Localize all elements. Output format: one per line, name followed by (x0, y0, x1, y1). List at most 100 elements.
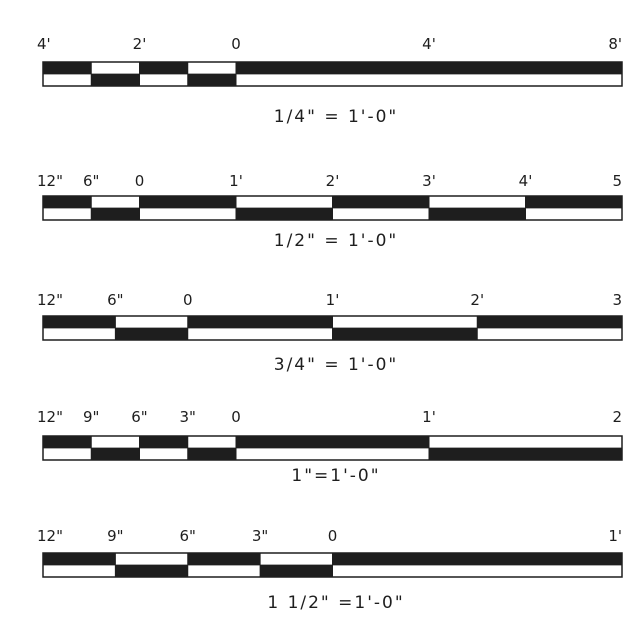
scale-tick-label: 0 (231, 408, 241, 426)
scale-segment-dark (43, 316, 116, 328)
scale-segment-light (187, 436, 236, 448)
scale-segment-dark (91, 448, 140, 460)
scale-caption: 3/4" = 1'-0" (274, 355, 399, 375)
scale-tick-label: 1' (608, 527, 622, 545)
scale-segment-dark (115, 328, 188, 340)
scale-segment-light (332, 316, 478, 328)
scale-caption: 1/2" = 1'-0" (274, 231, 399, 251)
scale-segment-dark (91, 208, 140, 220)
scale-segment-light (525, 208, 622, 220)
scale-segment-light (236, 74, 622, 86)
scale-tick-label: 1' (229, 172, 243, 190)
scale-tick-label: 5 (612, 172, 622, 190)
scale-segment-light (429, 196, 526, 208)
scale-tick-label: 4' (37, 35, 51, 53)
scale-tick-label: 2 (612, 408, 622, 426)
scale-caption: 1"=1'-0" (291, 466, 380, 486)
scale-segment-dark (139, 196, 236, 208)
scale-segment-light (43, 74, 92, 86)
scale-tick-label: 0 (183, 291, 193, 309)
scale-segment-light (236, 196, 333, 208)
scale-tick-label: 3" (180, 408, 196, 426)
scale-segment-light (236, 448, 429, 460)
scale-segment-dark (525, 196, 622, 208)
scale-segment-light (43, 208, 92, 220)
scale-tick-label: 12" (37, 408, 63, 426)
scale-segment-dark (236, 436, 429, 448)
scale-tick-label: 3" (252, 527, 268, 545)
scale-segment-dark (43, 436, 92, 448)
scale-segment-light (187, 62, 236, 74)
scale-segment-light (332, 565, 622, 577)
scale-tick-label: 6" (83, 172, 99, 190)
scale-segment-dark (91, 74, 140, 86)
scale-tick-label: 12" (37, 172, 63, 190)
scale-bar-group: 12" 9" 6" 3" 0 1' 1 1/2" =1'-0" (37, 527, 623, 613)
scale-segment-light (43, 328, 116, 340)
scale-segment-light (115, 553, 188, 565)
scale-segment-dark (236, 208, 333, 220)
scale-tick-label: 4' (519, 172, 533, 190)
scale-segment-light (91, 196, 140, 208)
scale-segment-dark (43, 62, 92, 74)
scale-segment-dark (187, 448, 236, 460)
scale-tick-label: 4' (422, 35, 436, 53)
scale-tick-label: 0 (231, 35, 241, 53)
scale-tick-label: 2' (470, 291, 484, 309)
scale-bar-group: 12" 9" 6" 3" 0 1' 2 1"=1'-0" (37, 408, 623, 486)
scale-bar-group: 4' 2' 0 4' 8' 1/4" = 1'-0" (37, 35, 623, 127)
scale-segment-dark (236, 62, 622, 74)
scale-segment-light (187, 565, 261, 577)
scale-tick-label: 3' (422, 172, 436, 190)
scale-tick-label: 9" (83, 408, 99, 426)
scale-segment-dark (139, 62, 188, 74)
scale-segment-light (260, 553, 333, 565)
scale-segment-light (139, 208, 236, 220)
scale-tick-label: 0 (328, 527, 338, 545)
scale-tick-label: 12" (37, 527, 63, 545)
scale-tick-label: 6" (107, 291, 123, 309)
scale-tick-label: 3 (612, 291, 622, 309)
scale-segment-dark (115, 565, 188, 577)
scale-segment-dark (187, 316, 333, 328)
scale-caption: 1/4" = 1'-0" (274, 107, 399, 127)
scale-segment-dark (139, 436, 188, 448)
scale-segment-light (187, 328, 333, 340)
scale-segment-dark (477, 316, 622, 328)
scale-segment-light (91, 436, 140, 448)
scale-segment-dark (429, 448, 622, 460)
scale-segment-dark (43, 196, 92, 208)
scale-tick-label: 12" (37, 291, 63, 309)
scale-segment-light (332, 208, 429, 220)
scale-segment-light (477, 328, 622, 340)
scale-segment-dark (332, 328, 478, 340)
scale-tick-label: 8' (608, 35, 622, 53)
scale-segment-light (139, 74, 188, 86)
scale-tick-label: 0 (135, 172, 145, 190)
scale-segment-light (43, 448, 92, 460)
scale-bar-group: 12" 6" 0 1' 2' 3 3/4" = 1'-0" (37, 291, 623, 375)
scale-segment-light (115, 316, 188, 328)
scale-tick-label: 1' (422, 408, 436, 426)
scale-bar-group: 12" 6" 0 1' 2' 3' 4' 5 1/2" = 1'-0" (37, 172, 623, 251)
scale-segment-dark (43, 553, 116, 565)
scale-segment-light (139, 448, 188, 460)
scale-segment-light (91, 62, 140, 74)
scale-segment-dark (429, 208, 526, 220)
scale-segment-dark (187, 74, 236, 86)
scale-tick-label: 9" (107, 527, 123, 545)
scale-tick-label: 2' (326, 172, 340, 190)
scale-segment-light (429, 436, 622, 448)
scale-segment-dark (187, 553, 261, 565)
scale-tick-label: 1' (326, 291, 340, 309)
scale-caption: 1 1/2" =1'-0" (267, 593, 404, 613)
scale-tick-label: 6" (180, 527, 196, 545)
scale-segment-dark (260, 565, 333, 577)
scale-tick-label: 2' (133, 35, 147, 53)
scale-segment-dark (332, 553, 622, 565)
scale-tick-label: 6" (131, 408, 147, 426)
scale-segment-light (43, 565, 116, 577)
scale-segment-dark (332, 196, 429, 208)
